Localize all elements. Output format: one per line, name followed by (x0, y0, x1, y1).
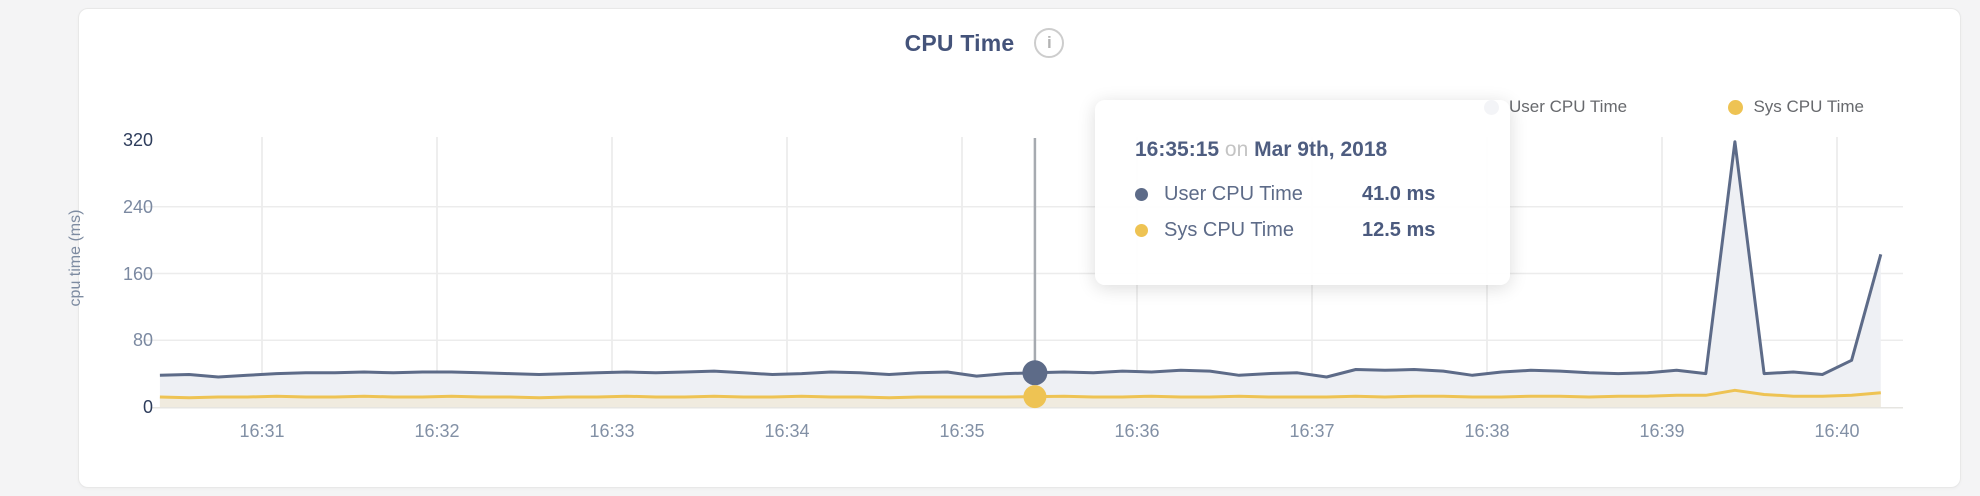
tooltip-row-sys: Sys CPU Time 12.5 ms (1135, 214, 1476, 246)
tooltip-value: 41.0 ms (1362, 182, 1436, 205)
x-tick-label: 16:40 (1814, 421, 1860, 441)
x-tick-label: 16:31 (239, 421, 285, 441)
tooltip-label: Sys CPU Time (1164, 218, 1295, 241)
y-tick-label: 160 (122, 263, 153, 284)
x-tick-label: 16:34 (764, 421, 810, 441)
user-series-dot-icon (1135, 187, 1148, 201)
legend-label: Sys CPU Time (1753, 97, 1864, 116)
chart-title: CPU Time (904, 29, 1015, 56)
selected-point-sys[interactable] (1023, 385, 1047, 409)
tooltip-time: 16:35:15 (1135, 138, 1220, 161)
x-tick-label: 16:39 (1639, 421, 1685, 441)
selected-point-user[interactable] (1022, 360, 1048, 386)
info-icon[interactable]: i (1034, 28, 1065, 58)
y-axis-title: cpu time (ms) (67, 209, 84, 307)
y-tick-label: 240 (122, 196, 153, 217)
sys-series-dot-icon (1728, 99, 1744, 115)
chart-header: CPU Time i (78, 28, 1961, 58)
legend-item-sys-cpu-time[interactable]: Sys CPU Time (1728, 97, 1864, 117)
sys-cpu-area (159, 390, 1881, 407)
x-tick-label: 16:38 (1464, 421, 1510, 441)
tooltip-value: 12.5 ms (1362, 218, 1436, 241)
tooltip-timestamp: 16:35:15 on Mar 9th, 2018 (1135, 138, 1476, 162)
x-tick-label: 16:32 (414, 421, 460, 441)
x-tick-label: 16:33 (589, 421, 635, 441)
chart-tooltip: 16:35:15 on Mar 9th, 2018 User CPU Time … (1095, 100, 1510, 285)
tooltip-date: Mar 9th, 2018 (1254, 138, 1388, 161)
y-tick-label: 80 (132, 330, 153, 351)
tooltip-row-user: User CPU Time 41.0 ms (1135, 178, 1476, 210)
y-tick-label: 320 (122, 130, 153, 150)
y-tick-label: 0 (142, 397, 153, 417)
user-cpu-area (159, 141, 1881, 407)
sys-cpu-line (159, 388, 1881, 400)
user-cpu-line (159, 140, 1883, 379)
tooltip-on: on (1224, 138, 1249, 161)
legend-label: User CPU Time (1509, 97, 1628, 116)
x-tick-label: 16:36 (1114, 421, 1160, 441)
x-tick-label: 16:37 (1289, 421, 1335, 441)
sys-series-dot-icon (1135, 223, 1148, 237)
tooltip-label: User CPU Time (1164, 182, 1303, 205)
x-tick-label: 16:35 (939, 421, 985, 441)
legend: User CPU Time Sys CPU Time (1484, 97, 1864, 117)
